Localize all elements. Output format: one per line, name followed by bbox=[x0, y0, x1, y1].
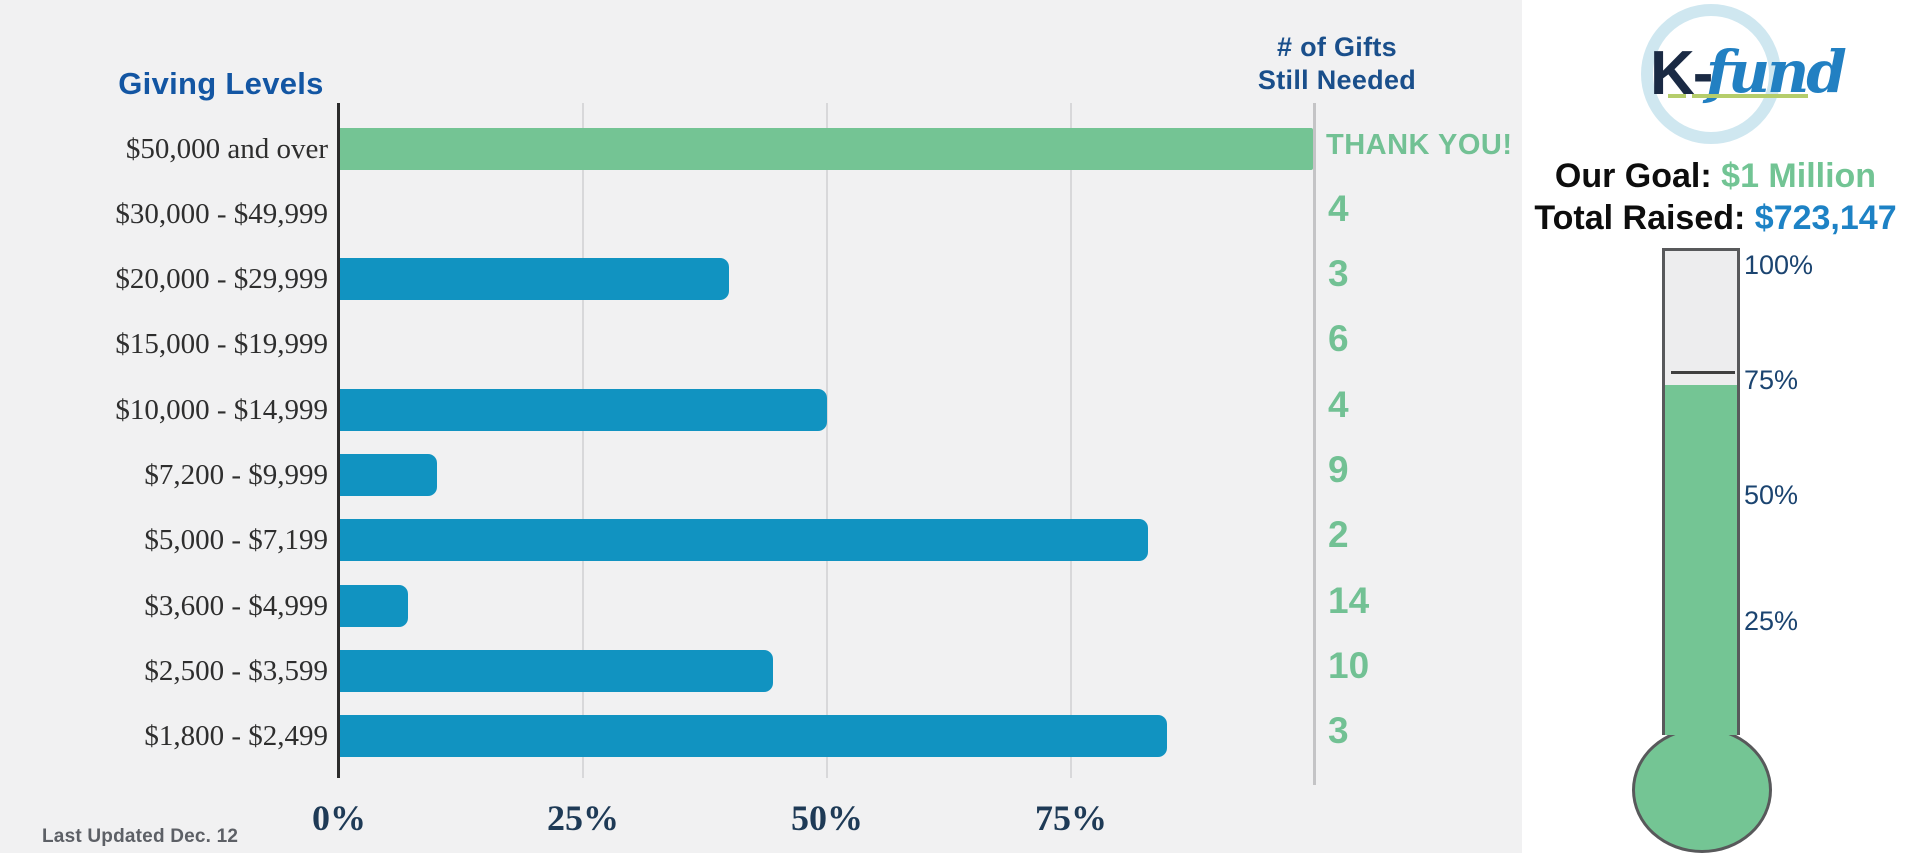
gifts-column-separator-line bbox=[1313, 103, 1316, 785]
level-progress-bar bbox=[340, 715, 1167, 758]
gifts-needed-value: 14 bbox=[1328, 579, 1370, 621]
level-progress-bar bbox=[340, 584, 408, 627]
gifts-needed-value: 4 bbox=[1328, 383, 1349, 425]
level-complete-bar bbox=[340, 127, 1313, 170]
gifts-needed-header: # of Gifts Still Needed bbox=[1212, 31, 1462, 97]
gridline-25 bbox=[582, 103, 584, 778]
y-axis-line bbox=[337, 103, 340, 778]
gifts-needed-value: 10 bbox=[1328, 644, 1370, 686]
giving-level-label: $1,800 - $2,499 bbox=[144, 720, 328, 753]
raised-line: Total Raised: $723,147 bbox=[1524, 199, 1907, 238]
x-axis-tick-label: 50% bbox=[791, 798, 863, 838]
giving-level-label: $5,000 - $7,199 bbox=[144, 524, 328, 557]
kfund-logo-underline-left bbox=[1668, 94, 1686, 98]
level-progress-bar bbox=[340, 258, 729, 301]
kfund-logo-k: K- bbox=[1650, 39, 1713, 108]
giving-level-label: $50,000 and over bbox=[125, 132, 328, 165]
kfund-logo-underline-right bbox=[1692, 94, 1808, 98]
giving-level-label: $3,600 - $4,999 bbox=[144, 589, 328, 622]
gifts-needed-header-line2: Still Needed bbox=[1257, 65, 1417, 95]
giving-level-label: $30,000 - $49,999 bbox=[115, 197, 328, 230]
level-progress-bar bbox=[340, 454, 437, 496]
thank-you-text: THANK YOU! bbox=[1326, 128, 1513, 161]
gifts-needed-value: 6 bbox=[1328, 318, 1349, 360]
level-progress-bar bbox=[340, 649, 773, 692]
giving-level-label: $10,000 - $14,999 bbox=[115, 393, 328, 426]
thermometer-tube bbox=[1662, 248, 1740, 735]
thermometer-scale-label: 25% bbox=[1744, 606, 1799, 636]
raised-label: Total Raised: bbox=[1534, 199, 1746, 237]
thermometer-bulb bbox=[1632, 727, 1772, 853]
x-axis-tick-label: 75% bbox=[1035, 798, 1107, 838]
thermometer-75-tick bbox=[1671, 371, 1735, 374]
gifts-needed-header-line1: # of Gifts bbox=[1276, 32, 1397, 62]
gifts-needed-value: 3 bbox=[1328, 253, 1349, 295]
giving-level-label: $15,000 - $19,999 bbox=[115, 328, 328, 361]
level-progress-bar bbox=[340, 519, 1148, 562]
last-updated-note: Last Updated Dec. 12 bbox=[42, 826, 239, 847]
gifts-needed-value: 2 bbox=[1328, 514, 1349, 556]
giving-level-label: $20,000 - $29,999 bbox=[115, 263, 328, 296]
thermometer-scale-label: 75% bbox=[1744, 365, 1799, 395]
x-axis-tick-label: 0% bbox=[312, 798, 366, 838]
level-progress-bar bbox=[340, 388, 827, 431]
raised-value: $723,147 bbox=[1754, 199, 1897, 237]
thermometer-scale-label: 100% bbox=[1744, 250, 1814, 280]
goal-value: $1 Million bbox=[1721, 157, 1877, 195]
gifts-needed-value: 4 bbox=[1328, 187, 1349, 229]
goal-label: Our Goal: bbox=[1554, 157, 1712, 195]
thermometer-fill bbox=[1665, 385, 1737, 735]
gifts-needed-value: 3 bbox=[1328, 710, 1349, 752]
gridline-75 bbox=[1070, 103, 1072, 778]
chart-title: Giving Levels bbox=[118, 66, 324, 101]
giving-level-label: $7,200 - $9,999 bbox=[144, 459, 328, 491]
gridline-50 bbox=[826, 103, 828, 778]
thermometer-scale-label: 50% bbox=[1744, 480, 1799, 510]
x-axis-tick-label: 25% bbox=[547, 798, 619, 838]
giving-level-label: $2,500 - $3,599 bbox=[144, 654, 328, 687]
goal-line: Our Goal: $1 Million bbox=[1524, 157, 1907, 196]
gifts-needed-value: 9 bbox=[1328, 449, 1349, 490]
